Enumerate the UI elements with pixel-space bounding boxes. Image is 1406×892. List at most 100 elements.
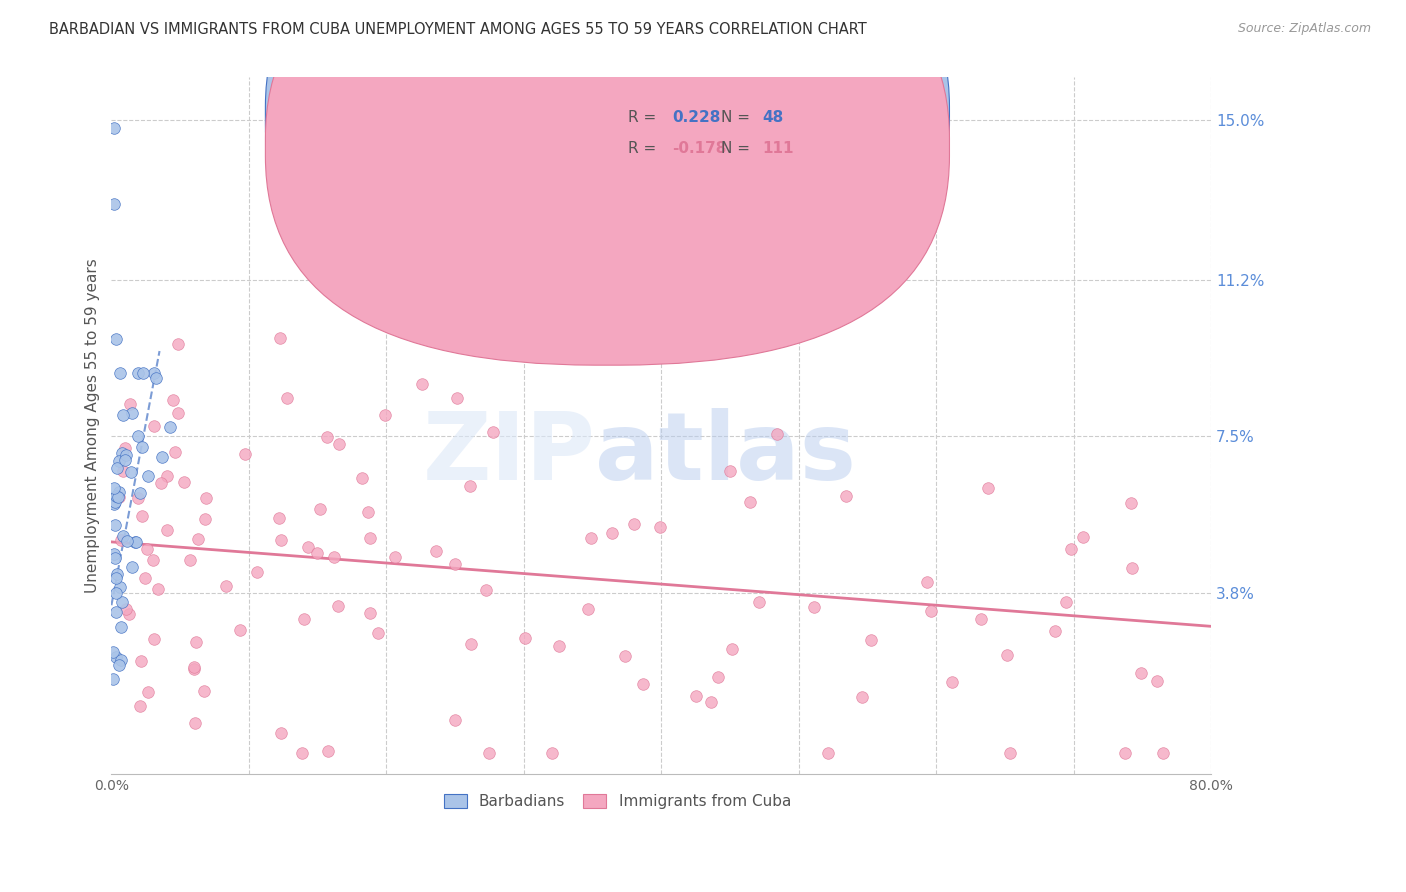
Point: [326, 599, 349, 613]
Point: [851, 690, 873, 704]
Point: [112, 408, 135, 422]
Point: [104, 605, 127, 619]
Text: -0.178: -0.178: [672, 141, 727, 156]
Point: [107, 490, 129, 504]
Point: [578, 602, 600, 616]
Point: [134, 571, 156, 585]
Point: [1054, 595, 1077, 609]
Point: [229, 623, 252, 637]
Point: [579, 531, 602, 545]
Point: [111, 595, 134, 609]
Point: [143, 418, 166, 433]
Point: [103, 121, 125, 136]
Point: [103, 197, 125, 211]
Point: [1114, 746, 1136, 760]
Point: [128, 698, 150, 713]
Point: [112, 464, 135, 478]
Point: [478, 746, 501, 760]
Point: [173, 475, 195, 489]
Point: [103, 645, 125, 659]
Point: [540, 746, 562, 760]
Point: [721, 642, 744, 657]
Text: R =: R =: [628, 110, 661, 125]
Point: [359, 531, 381, 545]
Point: [193, 684, 215, 698]
Point: [184, 635, 207, 649]
Point: [165, 445, 187, 459]
FancyBboxPatch shape: [266, 0, 949, 334]
Point: [117, 533, 139, 548]
Point: [103, 481, 125, 495]
Point: [1152, 746, 1174, 760]
Point: [941, 675, 963, 690]
Point: [127, 366, 149, 380]
Point: [699, 695, 721, 709]
Point: [105, 585, 128, 599]
Point: [162, 393, 184, 408]
Point: [969, 612, 991, 626]
Point: [108, 580, 131, 594]
Point: [270, 726, 292, 740]
Point: [149, 476, 172, 491]
Point: [114, 441, 136, 455]
Point: [309, 502, 332, 516]
Point: [614, 648, 637, 663]
Point: [443, 714, 465, 728]
Text: N =: N =: [721, 110, 755, 125]
Point: [143, 366, 166, 380]
Point: [290, 746, 312, 760]
Point: [159, 420, 181, 434]
Point: [917, 575, 939, 590]
Point: [860, 632, 883, 647]
Point: [156, 523, 179, 537]
Point: [120, 465, 142, 479]
Point: [803, 599, 825, 614]
Point: [135, 542, 157, 557]
Text: Source: ZipAtlas.com: Source: ZipAtlas.com: [1237, 22, 1371, 36]
Point: [117, 607, 139, 622]
Point: [152, 450, 174, 464]
Point: [1060, 541, 1083, 556]
Text: BARBADIAN VS IMMIGRANTS FROM CUBA UNEMPLOYMENT AMONG AGES 55 TO 59 YEARS CORRELA: BARBADIAN VS IMMIGRANTS FROM CUBA UNEMPL…: [49, 22, 868, 37]
Point: [328, 436, 350, 450]
Point: [233, 447, 256, 461]
Point: [110, 620, 132, 634]
Text: atlas: atlas: [595, 408, 856, 500]
Point: [322, 549, 344, 564]
Point: [146, 582, 169, 596]
Legend: Barbadians, Immigrants from Cuba: Barbadians, Immigrants from Cuba: [437, 788, 797, 815]
Point: [129, 654, 152, 668]
Text: ZIP: ZIP: [422, 408, 595, 500]
Point: [107, 485, 129, 500]
Point: [114, 448, 136, 462]
Point: [131, 508, 153, 523]
Point: [108, 366, 131, 380]
Point: [183, 662, 205, 676]
Point: [458, 479, 481, 493]
Point: [835, 488, 858, 502]
Point: [179, 553, 201, 567]
Point: [166, 336, 188, 351]
Point: [515, 632, 537, 646]
Point: [316, 744, 339, 758]
Point: [110, 533, 132, 547]
Point: [107, 658, 129, 673]
Point: [215, 579, 238, 593]
Point: [142, 553, 165, 567]
Point: [121, 406, 143, 420]
Point: [482, 425, 505, 439]
Point: [145, 370, 167, 384]
Point: [1146, 674, 1168, 689]
Point: [998, 746, 1021, 760]
Point: [103, 495, 125, 509]
Text: 111: 111: [762, 141, 794, 156]
Point: [292, 612, 315, 626]
Point: [105, 461, 128, 475]
Point: [107, 490, 129, 504]
Point: [124, 535, 146, 549]
Point: [1119, 496, 1142, 510]
Point: [131, 440, 153, 454]
Point: [112, 529, 135, 543]
Point: [127, 428, 149, 442]
Point: [194, 512, 217, 526]
